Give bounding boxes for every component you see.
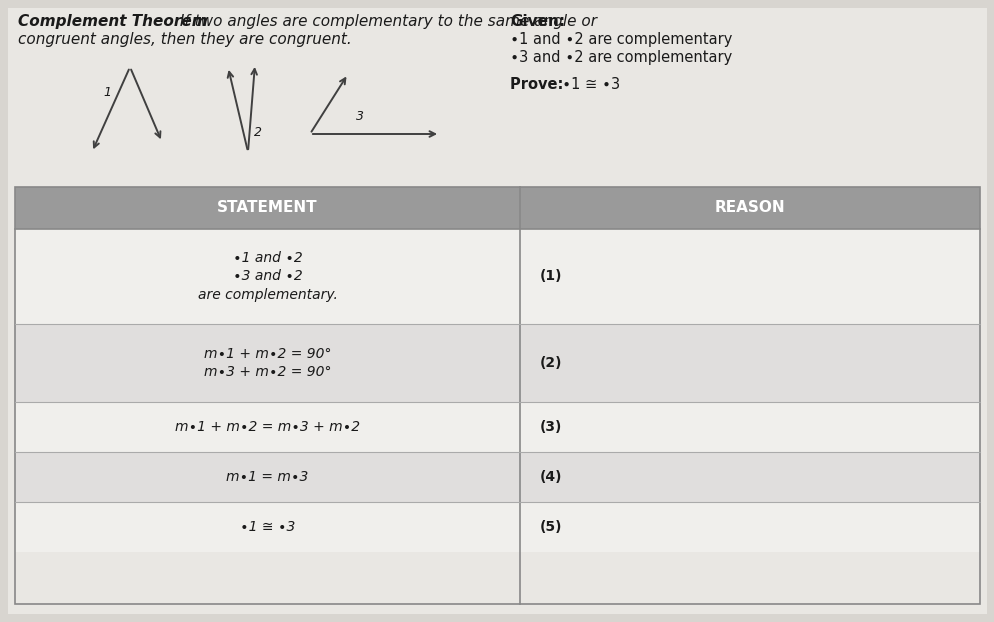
Text: 2: 2	[253, 126, 261, 139]
Text: m∙1 = m∙3: m∙1 = m∙3	[226, 470, 308, 484]
Text: (2): (2)	[540, 356, 562, 370]
Text: 3: 3	[356, 109, 364, 123]
Text: (3): (3)	[540, 420, 562, 434]
Text: ∙3 and ∙2 are complementary: ∙3 and ∙2 are complementary	[510, 50, 732, 65]
Bar	[15, 402, 979, 452]
Text: congruent angles, then they are congruent.: congruent angles, then they are congruen…	[18, 32, 352, 47]
Text: ∙3 and ∙2: ∙3 and ∙2	[233, 269, 302, 284]
Text: (4): (4)	[540, 470, 562, 484]
Text: REASON: REASON	[714, 200, 784, 215]
Text: m∙1 + m∙2 = m∙3 + m∙2: m∙1 + m∙2 = m∙3 + m∙2	[175, 420, 360, 434]
Bar	[15, 452, 979, 502]
Text: ∙1 and ∙2 are complementary: ∙1 and ∙2 are complementary	[510, 32, 732, 47]
Text: (5): (5)	[540, 520, 562, 534]
Bar	[15, 502, 979, 552]
Text: ∙1 ≅ ∙3: ∙1 ≅ ∙3	[240, 520, 295, 534]
Text: m∙3 + m∙2 = 90°: m∙3 + m∙2 = 90°	[204, 365, 331, 379]
Text: are complementary.: are complementary.	[198, 287, 337, 302]
Bar	[15, 324, 979, 402]
Text: Given:: Given:	[510, 14, 565, 29]
Text: 1: 1	[103, 85, 111, 98]
Text: ∙1 and ∙2: ∙1 and ∙2	[233, 251, 302, 266]
Text: STATEMENT: STATEMENT	[217, 200, 317, 215]
Bar	[15, 187, 979, 604]
Text: (1): (1)	[540, 269, 562, 284]
Text: Complement Theorem: Complement Theorem	[18, 14, 208, 29]
Bar	[15, 187, 979, 229]
Text: ∙1 ≅ ∙3: ∙1 ≅ ∙3	[562, 77, 619, 92]
Text: If two angles are complementary to the same angle or: If two angles are complementary to the s…	[175, 14, 596, 29]
Text: m∙1 + m∙2 = 90°: m∙1 + m∙2 = 90°	[204, 347, 331, 361]
Bar	[15, 229, 979, 324]
Text: Prove:: Prove:	[510, 77, 568, 92]
